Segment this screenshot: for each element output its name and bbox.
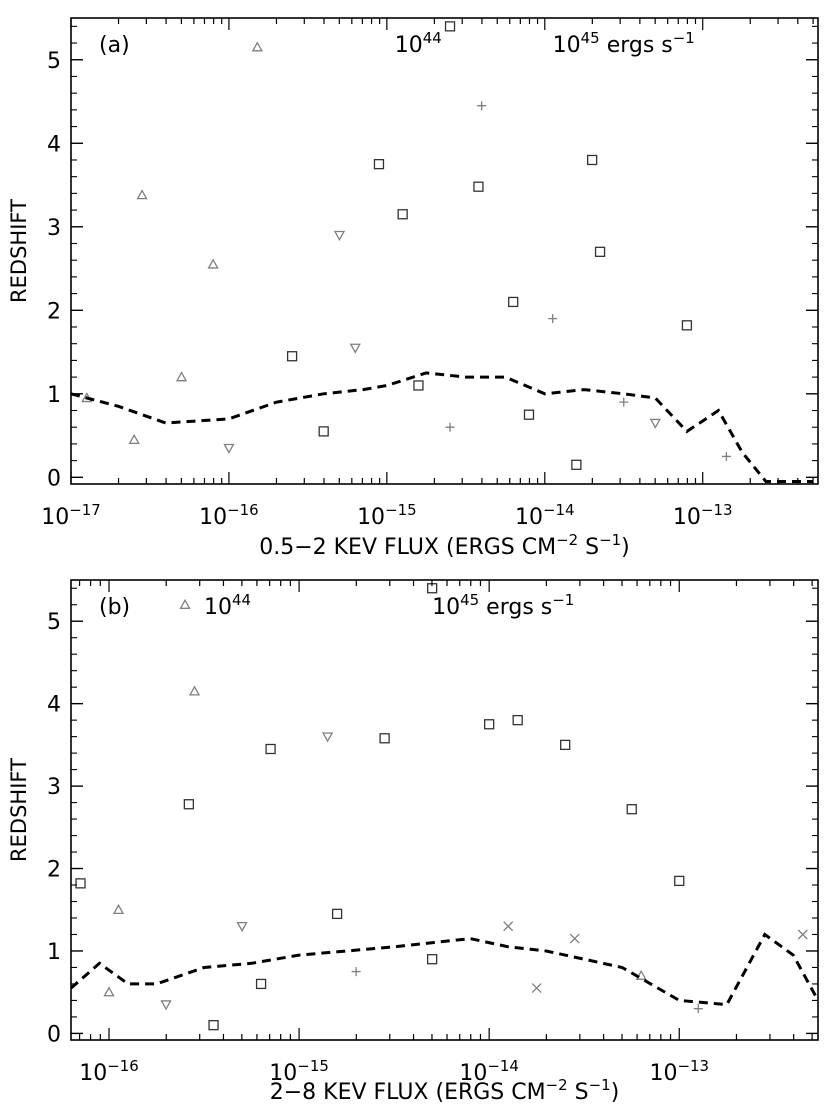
panel-label: (b)	[99, 595, 130, 620]
data-point-square	[265, 743, 276, 755]
luminosity-label: 1044	[395, 29, 442, 58]
data-point-plus	[693, 1004, 703, 1014]
data-point-square	[379, 733, 390, 744]
data-point-square	[183, 799, 194, 810]
data-point-plus	[721, 451, 731, 461]
y-axis-title: REDSHIFT	[7, 758, 31, 862]
data-point-square	[508, 296, 519, 308]
data-point-plus	[445, 422, 455, 432]
data-point-square	[473, 181, 484, 192]
y-tick-label: 1	[47, 383, 61, 408]
data-point-square	[674, 875, 685, 887]
data-point-square	[373, 158, 385, 170]
plot-frame	[70, 17, 819, 485]
data-point-square	[286, 351, 298, 362]
y-tick-label: 0	[47, 466, 61, 491]
y-tick-label: 0	[47, 1022, 61, 1047]
data-point-square	[75, 878, 86, 889]
data-point-triangle-down	[349, 343, 361, 354]
data-point-plus	[477, 101, 487, 111]
data-point-triangle-down	[333, 230, 346, 241]
data-point-square	[523, 409, 535, 420]
data-point-triangle-down	[649, 418, 661, 429]
data-point-square	[426, 954, 438, 965]
data-point-triangle-up	[635, 969, 647, 980]
data-point-square	[397, 209, 408, 220]
y-tick-label: 3	[47, 216, 61, 241]
data-point-triangle-down	[160, 1000, 172, 1011]
x-tick-label: 10−13	[673, 501, 733, 530]
data-point-square	[331, 908, 343, 920]
data-point-square	[560, 739, 571, 751]
y-tick-label: 4	[47, 132, 61, 157]
chart-panel-a: 0 1 2 3 4 5 10−17 10−16 10−15 10−14 10−13 0.5−2 KEV…	[7, 17, 819, 560]
y-tick-label: 5	[47, 49, 61, 74]
data-point-x	[569, 933, 580, 944]
y-tick-label: 2	[47, 858, 61, 883]
x-tick-label: 10−14	[459, 1057, 519, 1086]
data-point-x	[503, 921, 514, 932]
x-tick-label: 10−16	[79, 1057, 139, 1086]
x-axis-title: 2−8 KEV FLUX (ERGS CM−2 S−1)	[270, 1076, 620, 1105]
data-point-triangle-down	[223, 443, 235, 454]
data-point-square	[413, 380, 424, 391]
data-point-triangle-up	[175, 371, 188, 382]
y-axis-title: REDSHIFT	[7, 199, 31, 303]
y-tick-label: 3	[47, 775, 61, 800]
median-redshift-line	[71, 932, 818, 1007]
median-redshift-line	[71, 371, 814, 483]
x-tick-label: 10−17	[41, 501, 101, 530]
data-point-triangle-up	[103, 986, 115, 997]
data-point-square	[255, 978, 267, 990]
data-point-square	[594, 246, 606, 257]
data-point-square	[484, 719, 495, 730]
x-tick-label: 10−16	[199, 501, 259, 530]
data-point-x	[531, 983, 542, 994]
plot-area	[71, 21, 814, 483]
data-point-plus	[548, 314, 558, 324]
plot-area	[71, 583, 818, 1031]
data-point-square	[444, 21, 456, 32]
data-point-triangle-up	[207, 258, 219, 269]
data-point-triangle-up	[179, 598, 191, 609]
y-tick-label: 1	[47, 940, 61, 965]
luminosity-label: 1044	[204, 591, 251, 620]
data-point-triangle-down	[321, 732, 334, 743]
data-point-triangle-up	[112, 903, 125, 914]
y-tick-label: 2	[47, 299, 61, 324]
x-tick-label: 10−14	[515, 501, 575, 530]
data-point-triangle-up	[128, 433, 140, 444]
data-point-square	[626, 804, 637, 815]
data-point-square	[587, 154, 598, 166]
luminosity-label: 1045 ergs s−1	[432, 591, 574, 620]
data-point-triangle-down	[236, 921, 248, 933]
data-point-x	[797, 929, 808, 940]
data-point-triangle-up	[251, 41, 263, 52]
chart-panel-b: 0 1 2 3 4 5 10−16 10−15 10−14 10−13 2−8 KEV FLUX (…	[7, 579, 819, 1105]
data-point-square	[208, 1020, 219, 1031]
data-point-square	[571, 459, 582, 470]
x-tick-label: 10−15	[357, 501, 417, 530]
data-point-plus	[351, 967, 361, 977]
plot-frame	[70, 579, 819, 1041]
x-axis-title: 0.5−2 KEV FLUX (ERGS CM−2 S−1)	[259, 531, 630, 560]
panel-label: (a)	[99, 33, 130, 58]
data-point-square	[512, 714, 523, 726]
y-tick-label: 5	[47, 610, 61, 635]
x-tick-label: 10−13	[649, 1057, 709, 1086]
data-point-plus	[619, 397, 629, 407]
x-tick-label: 10−15	[269, 1057, 329, 1086]
data-point-square	[681, 320, 693, 331]
data-point-triangle-up	[136, 189, 148, 200]
data-point-square	[318, 426, 329, 437]
luminosity-label: 1045 ergs s−1	[553, 29, 695, 58]
y-tick-label: 4	[47, 693, 61, 718]
data-point-triangle-up	[188, 685, 201, 696]
